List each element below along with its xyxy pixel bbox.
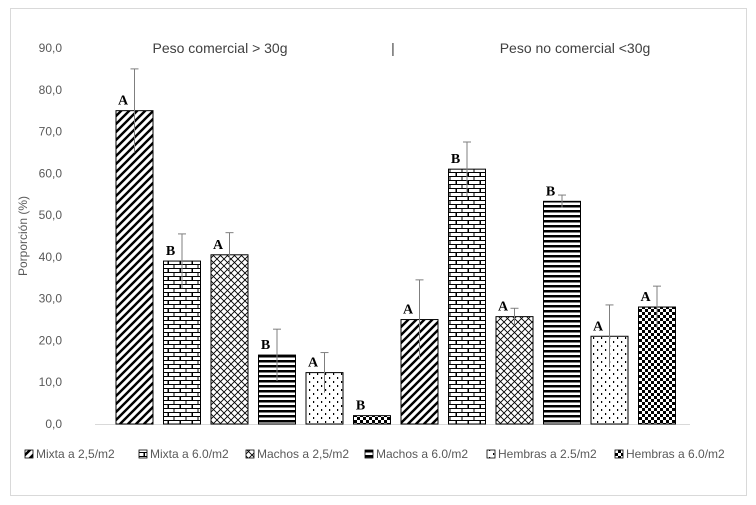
y-tick-label: 50,0 (39, 208, 63, 222)
significance-letter: B (546, 184, 555, 199)
y-tick-label: 10,0 (39, 375, 63, 389)
y-tick-label: 70,0 (39, 125, 63, 139)
significance-letter: A (640, 290, 651, 305)
significance-letter: A (498, 300, 509, 315)
significance-letter: A (593, 319, 604, 334)
bar-comercial-3 (210, 254, 249, 425)
legend-swatch (364, 449, 374, 459)
y-tick-label: 80,0 (39, 83, 63, 97)
bar-no-comercial-4 (543, 200, 581, 425)
legend-entry: Mixta a 2,5/m2 (36, 447, 115, 461)
bar-no-comercial-3 (495, 316, 534, 425)
legend-entry: Machos a 6.0/m2 (376, 447, 468, 461)
significance-letter: B (261, 338, 270, 353)
bar-comercial-6 (353, 415, 391, 425)
significance-letter: B (166, 244, 175, 259)
bar-no-comercial-2 (448, 168, 486, 425)
y-tick-label: 90,0 (39, 41, 63, 55)
legend-swatch (24, 449, 34, 459)
group-label-no-comercial: Peso no comercial <30g (500, 40, 651, 56)
significance-letter: A (213, 238, 224, 253)
significance-letter: A (403, 303, 414, 318)
significance-letter: B (356, 399, 365, 414)
group-label-comercial: Peso comercial > 30g (152, 40, 287, 56)
significance-letter: A (308, 356, 319, 371)
legend-entry: Hembras a 6.0/m2 (626, 447, 725, 461)
legend-swatch (245, 449, 255, 459)
y-axis-label: Porporción (%) (16, 196, 30, 276)
y-tick-label: 60,0 (39, 166, 63, 180)
y-tick-label: 40,0 (39, 250, 63, 264)
significance-letter: B (451, 152, 460, 167)
legend-swatch (614, 449, 624, 459)
y-tick-label: 30,0 (39, 292, 63, 306)
legend-entry: Machos a 2,5/m2 (257, 447, 349, 461)
significance-letter: A (118, 94, 129, 109)
legend-entry: Mixta a 6.0/m2 (150, 447, 229, 461)
legend-swatch (138, 449, 148, 459)
y-tick-label: 20,0 (39, 333, 63, 347)
y-tick-label: 0,0 (45, 417, 62, 431)
legend-entry: Hembras a 2.5/m2 (498, 447, 597, 461)
legend-swatch (486, 449, 496, 459)
bar-comercial-1 (115, 110, 154, 425)
group-separator: | (391, 40, 395, 56)
